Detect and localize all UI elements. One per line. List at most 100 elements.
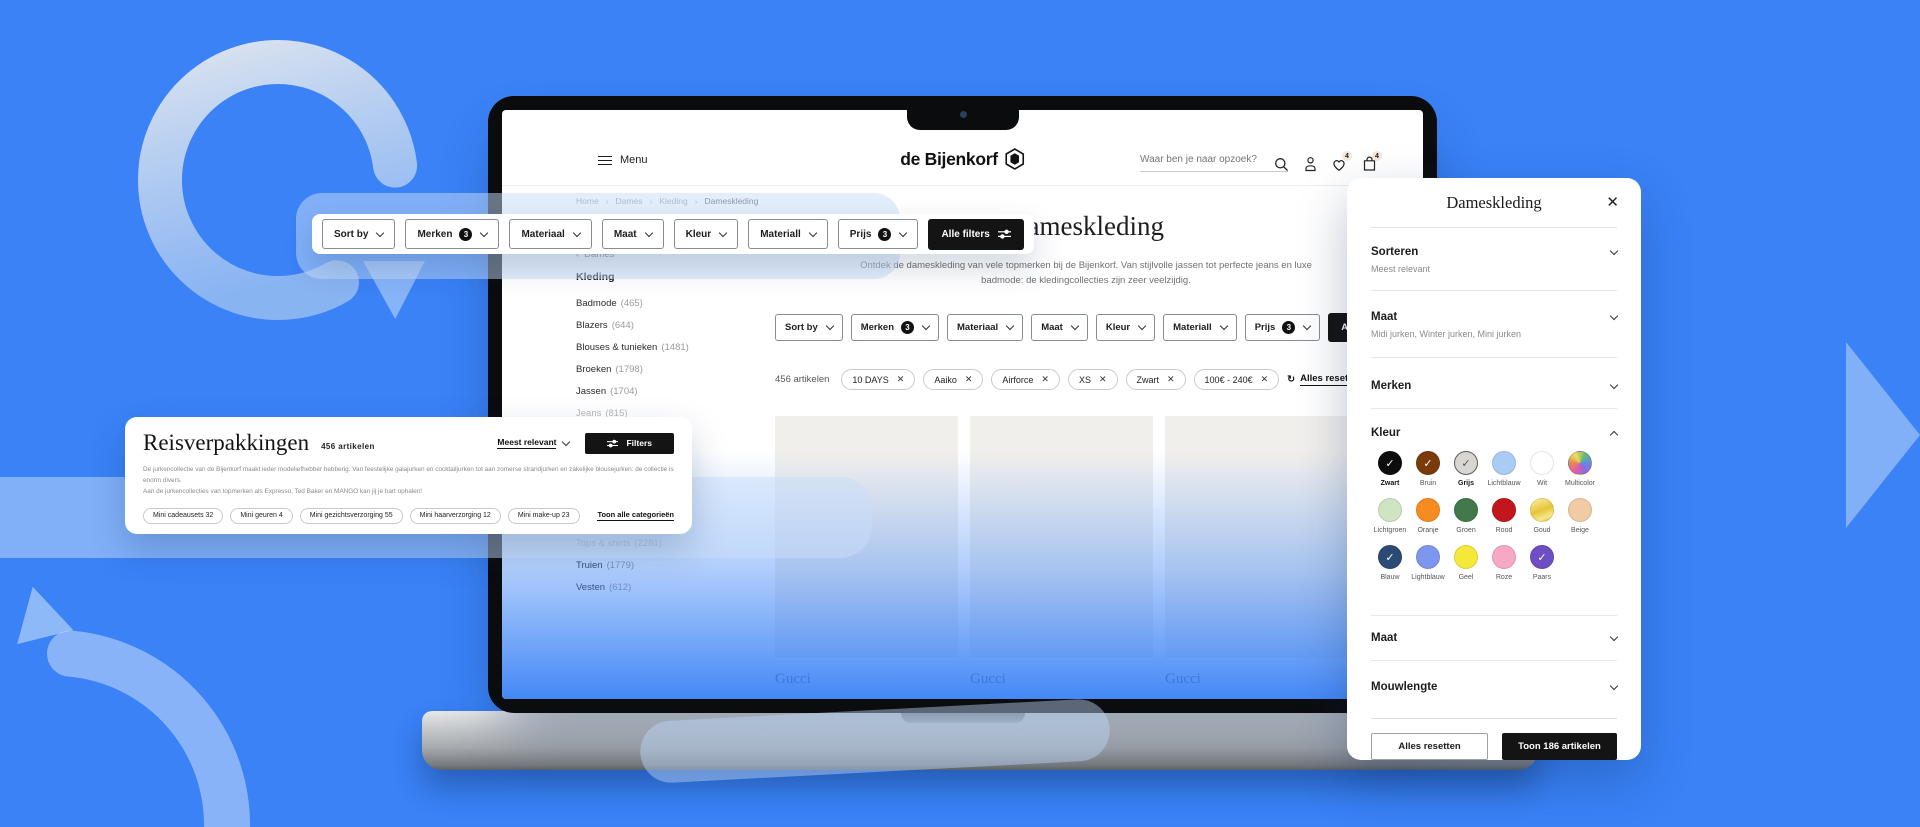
hamburger-icon — [598, 155, 612, 166]
search-input[interactable] — [1140, 154, 1288, 172]
wishlist-count-badge: 4 — [1342, 151, 1352, 161]
category-panel-title: Reisverpakkingen — [143, 430, 310, 455]
product-card[interactable]: Gucci — [775, 416, 958, 688]
section-mouwlengte-toggle[interactable]: Mouwlengte — [1371, 681, 1619, 693]
page-filter-bar: Sort by Merken 3 Materiaal Maat Kleur Mat… — [775, 313, 1422, 342]
product-image-placeholder — [775, 416, 958, 658]
breadcrumb-item[interactable]: Dames — [606, 196, 643, 206]
color-swatch-lichtblauw[interactable]: Lichtblauw — [1485, 451, 1523, 487]
section-sorteren-toggle[interactable]: Sorteren — [1371, 246, 1619, 258]
search-icon[interactable] — [1272, 155, 1290, 173]
menu-button[interactable]: Menu — [598, 154, 648, 166]
category-chip[interactable]: Mini haarverzorging 12 — [409, 507, 501, 524]
color-swatch-goud[interactable]: Goud — [1523, 498, 1561, 534]
remove-chip-icon[interactable]: ✕ — [1041, 374, 1049, 384]
sidebar-item-blazers[interactable]: Blazers (644) — [576, 320, 634, 331]
section-merken-toggle[interactable]: Merken — [1371, 380, 1619, 392]
decor-arrowhead-down — [363, 261, 425, 319]
chevron-down-icon — [1609, 632, 1619, 641]
breadcrumb-item[interactable]: Home — [576, 196, 599, 206]
section-maat-2-toggle[interactable]: Maat — [1371, 632, 1619, 644]
filters-button[interactable]: Filters — [585, 432, 674, 454]
color-swatch-geel[interactable]: Geel — [1447, 545, 1485, 581]
bijenkorf-logo[interactable]: de Bijenkorf — [900, 148, 1025, 170]
prijs-filter-button[interactable]: Prijs 3 — [837, 219, 919, 249]
decor-arrowhead-up — [5, 580, 74, 644]
reset-all-button[interactable]: Alles resetten — [1371, 733, 1488, 760]
color-swatch-multicolor[interactable]: Multicolor — [1561, 451, 1599, 487]
kleur-filter-button[interactable]: Kleur — [673, 219, 739, 249]
prijs-filter-button[interactable]: Prijs 3 — [1244, 314, 1321, 341]
sidebar-item-blouses[interactable]: Blouses & tunieken (1481) — [576, 342, 689, 353]
merken-filter-button[interactable]: Merken 3 — [850, 314, 939, 341]
color-swatch-groen[interactable]: Groen — [1447, 498, 1485, 534]
sidebar-item-broeken[interactable]: Broeken (1798) — [576, 364, 643, 375]
filter-chip[interactable]: 10 DAYS ✕ — [841, 369, 916, 390]
category-chip[interactable]: Mini geuren 4 — [230, 507, 293, 524]
sort-by-button[interactable]: Sort by — [322, 219, 396, 249]
section-kleur-toggle[interactable]: Kleur — [1371, 427, 1619, 439]
color-swatch-wit[interactable]: Wit — [1523, 451, 1561, 487]
sidebar-item-badmode[interactable]: Badmode (465) — [576, 298, 643, 309]
sidebar-item-tops-shirts[interactable]: Tops & shirts (2281) — [576, 538, 662, 549]
laptop-mockup: Menu de Bijenkorf 4 4 — [488, 96, 1437, 713]
show-all-categories-link[interactable]: Toon alle categorieën — [597, 510, 674, 522]
category-panel-count: 456 artikelen — [321, 441, 375, 451]
section-maat-toggle[interactable]: Maat — [1371, 311, 1619, 323]
chevron-down-icon — [1609, 380, 1619, 389]
reset-icon: ↻ — [1287, 374, 1296, 385]
sidebar-item-jassen[interactable]: Jassen (1704) — [576, 386, 638, 397]
category-chip[interactable]: Mini gezichtsverzorging 55 — [299, 507, 403, 524]
sidebar-item-truien[interactable]: Truien (1779) — [576, 560, 635, 571]
kleur-filter-button[interactable]: Kleur — [1095, 314, 1156, 341]
materiall-filter-button[interactable]: Materiall — [748, 219, 828, 249]
color-swatch-oranje[interactable]: Oranje — [1409, 498, 1447, 534]
menu-label: Menu — [620, 154, 648, 166]
filter-chip[interactable]: 100€ - 240€ ✕ — [1193, 369, 1280, 390]
filter-chip[interactable]: XS ✕ — [1067, 369, 1118, 390]
decor-arrow-right-edge — [1846, 342, 1920, 528]
section-sorteren: Sorteren Meest relevant — [1371, 228, 1619, 291]
materiall-filter-button[interactable]: Materiall — [1163, 314, 1237, 341]
merken-filter-button[interactable]: Merken 3 — [405, 219, 500, 249]
merken-badge: 3 — [459, 227, 473, 241]
breadcrumb-item[interactable]: Kleding — [649, 196, 687, 206]
color-swatch-bruin[interactable]: ✓ Bruin — [1409, 451, 1447, 487]
materiaal-filter-button[interactable]: Materiaal — [947, 314, 1024, 341]
category-chip[interactable]: Mini cadeausets 32 — [143, 507, 224, 524]
product-card[interactable]: Gucci — [1165, 416, 1348, 688]
color-swatch-lichtgroen[interactable]: Lichtgroen — [1371, 498, 1409, 534]
sort-dropdown[interactable]: Meest relevant — [497, 437, 571, 449]
account-icon[interactable] — [1301, 155, 1319, 173]
maat-filter-button[interactable]: Maat — [1031, 314, 1088, 341]
color-swatch-lightblauw[interactable]: Lightblauw — [1409, 545, 1447, 581]
decor-ring-bottom-left — [47, 630, 251, 827]
category-chip[interactable]: Mini make-up 23 — [507, 507, 580, 524]
filter-panel-footer: Alles resetten Toon 186 artikelen — [1371, 718, 1617, 760]
sort-by-button[interactable]: Sort by — [775, 314, 843, 341]
alle-filters-button[interactable]: Alle filters — [928, 218, 1024, 250]
remove-chip-icon[interactable]: ✕ — [1260, 374, 1269, 384]
filter-chip[interactable]: Aaiko ✕ — [923, 369, 984, 390]
remove-chip-icon[interactable]: ✕ — [1098, 374, 1107, 384]
color-swatch-grijs[interactable]: ✓ Grijs — [1447, 451, 1485, 487]
color-swatch-paars[interactable]: ✓ Paars — [1523, 545, 1561, 581]
product-grid: Gucci Gucci Gucci — [775, 416, 1348, 688]
remove-chip-icon[interactable]: ✕ — [964, 374, 973, 384]
color-swatch-rood[interactable]: Rood — [1485, 498, 1523, 534]
materiaal-filter-button[interactable]: Materiaal — [509, 219, 592, 249]
color-swatch-beige[interactable]: Beige — [1561, 498, 1599, 534]
category-panel-description: De jurkencollectie van de Bijenkorf maak… — [143, 466, 674, 496]
maat-filter-button[interactable]: Maat — [601, 219, 664, 249]
apply-filters-button[interactable]: Toon 186 artikelen — [1502, 733, 1617, 760]
color-swatch-blauw[interactable]: ✓ Blauw — [1371, 545, 1409, 581]
color-swatch-zwart[interactable]: ✓ Zwart — [1371, 451, 1409, 487]
sidebar-item-vesten[interactable]: Vesten (612) — [576, 582, 632, 593]
remove-chip-icon[interactable]: ✕ — [1167, 374, 1175, 384]
close-icon[interactable]: ✕ — [1606, 194, 1619, 211]
product-card[interactable]: Gucci — [970, 416, 1153, 688]
filter-chip[interactable]: Zwart ✕ — [1125, 369, 1186, 390]
color-swatch-roze[interactable]: Roze — [1485, 545, 1523, 581]
filter-chip[interactable]: Airforce ✕ — [991, 369, 1060, 390]
remove-chip-icon[interactable]: ✕ — [896, 374, 905, 384]
